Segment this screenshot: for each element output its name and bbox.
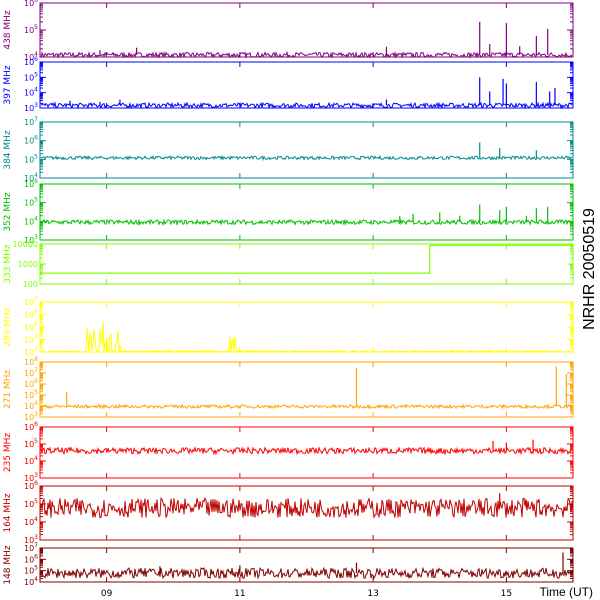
panel-frame [39,547,574,583]
y-tick-label: 105 [24,389,38,400]
series-line [40,154,573,162]
y-tick-label: 104 [24,215,38,226]
y-tick-label: 103 [24,534,38,545]
y-tick-label: 104 [24,576,38,587]
y-tick-label: 105 [24,438,38,449]
series-line [40,321,573,353]
y-tick-label: 106 [24,480,38,491]
y-tick-label: 105 [24,321,38,332]
series-label: 271 MHz [3,370,13,410]
series-label: 235 MHz [3,433,13,473]
series-line [40,50,573,59]
x-tick-label: 11 [234,589,245,599]
y-tick-label: 104 [24,400,38,411]
y-tick-label: 107 [24,116,38,127]
series-line [41,566,573,580]
y-tick-label: 104 [24,455,38,466]
y-tick-label: 104 [24,172,38,183]
station-date-label: NRHR 20050519 [581,208,599,330]
x-axis-label: Time (UT) [539,585,593,599]
y-tick-label: 106 [24,56,38,67]
y-tick-label: 104 [24,51,38,62]
panel-frame [39,426,574,479]
series-label: 397 MHz [3,65,13,105]
y-tick-label: 106 [24,135,38,146]
series-line [40,244,573,274]
y-tick-label: 104 [24,334,38,345]
series-label: 352 MHz [3,192,13,232]
y-tick-label: 103 [24,472,38,483]
y-tick-label: 106 [24,0,38,8]
panel-frame [39,361,574,418]
y-tick-label: 10000 [13,240,38,249]
series-label: 164 MHz [3,493,13,533]
y-tick-label: 106 [24,378,38,389]
y-tick-label: 103 [24,411,38,422]
panel-frame [39,243,574,285]
panel-frame [39,301,574,353]
panel-frame [39,2,574,58]
series-line [40,445,573,456]
series-label: 384 MHz [3,130,13,170]
y-tick-label: 105 [24,197,38,208]
y-tick-label: 103 [24,346,38,357]
panel-frame [39,183,574,241]
series-label: 333 MHz [3,244,13,284]
series-line [40,101,573,110]
y-tick-label: 105 [24,24,38,35]
y-tick-label: 104 [24,87,38,98]
y-tick-label: 105 [24,71,38,82]
y-tick-label: 1000 [18,260,38,269]
y-tick-label: 103 [24,102,38,113]
series-line [40,403,573,410]
y-tick-label: 107 [24,542,38,553]
y-tick-label: 108 [24,356,38,367]
panel-frame [39,121,574,179]
y-tick-label: 105 [24,153,38,164]
series-line [40,218,573,227]
y-tick-label: 106 [24,309,38,320]
y-tick-label: 106 [24,178,38,189]
y-tick-label: 105 [24,498,38,509]
x-tick-label: 09 [101,589,113,599]
y-tick-label: 106 [24,421,38,432]
x-tick-label: 13 [367,589,378,599]
y-tick-label: 103 [24,234,38,245]
y-tick-label: 106 [24,553,38,564]
series-label: 289 MHz [3,307,13,347]
series-label: 438 MHz [3,10,13,50]
series-line [40,496,573,519]
y-tick-label: 100 [23,280,38,289]
y-tick-label: 104 [24,516,38,527]
y-tick-label: 105 [24,565,38,576]
series-label: 148 MHz [3,545,13,585]
y-tick-label: 107 [24,367,38,378]
y-tick-label: 107 [24,296,38,307]
x-tick-label: 15 [501,589,512,599]
